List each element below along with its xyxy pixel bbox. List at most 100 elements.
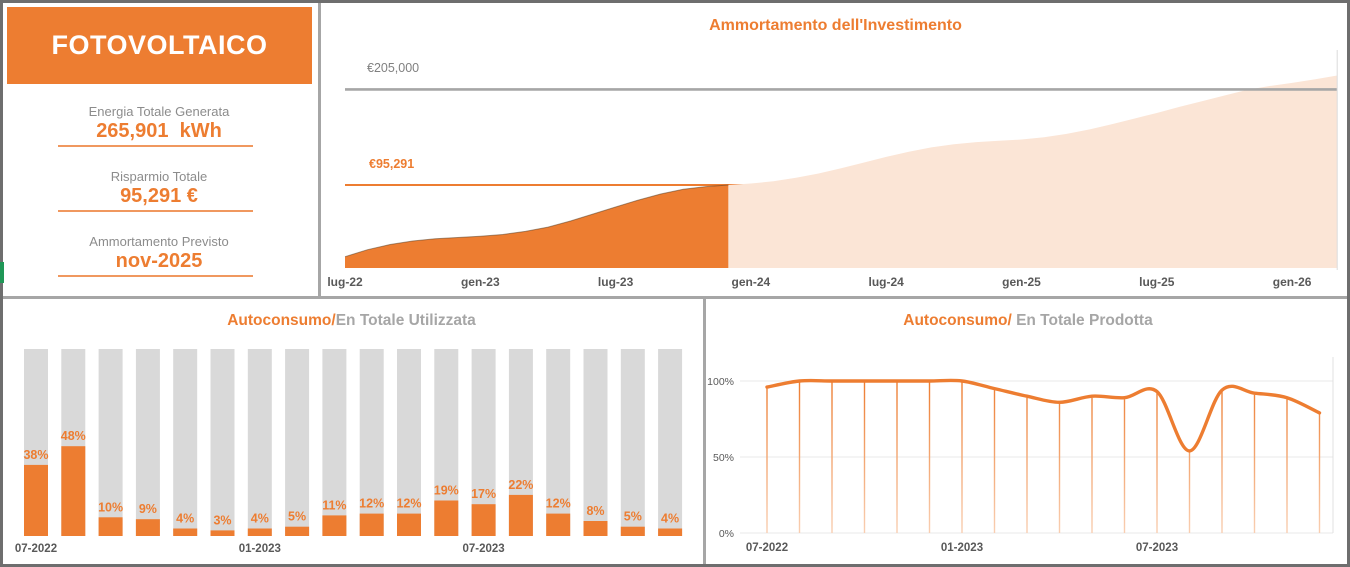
autoconsumo-bar-segment: [546, 513, 571, 536]
bar-value-label: 19%: [434, 484, 459, 498]
total-energy-bar: [98, 349, 123, 536]
title-accent: Autoconsumo/: [903, 312, 1012, 329]
kpi-divider-rule: [58, 210, 253, 212]
x-axis-tick-label: gen-25: [1002, 275, 1041, 289]
total-energy-bar: [210, 349, 235, 536]
kpi-panel-header: FOTOVOLTAICO: [7, 7, 312, 84]
bar-value-label: 3%: [213, 513, 231, 527]
autoconsumo-bar-segment: [173, 528, 198, 536]
title-rest: En Totale Utilizzata: [335, 312, 476, 329]
kpi-payback-label: Ammortamento Previsto: [89, 234, 229, 249]
bar-value-label: 12%: [359, 497, 384, 511]
total-energy-bar: [359, 349, 384, 536]
ammortamento-chart-title: Ammortamento dell'Investimento: [709, 17, 962, 34]
autoconsumo-bar-segment: [24, 464, 48, 536]
title-rest: En Totale Prodotta: [1011, 312, 1153, 329]
x-axis-tick-label: 07-2022: [15, 543, 57, 555]
bar-value-label: 12%: [546, 497, 571, 511]
savings-threshold-label: €95,291: [369, 157, 415, 171]
bar-value-label: 5%: [288, 510, 306, 524]
total-energy-bar: [135, 349, 160, 536]
y-axis-tick-label: 100%: [707, 376, 734, 388]
total-energy-bar: [658, 349, 683, 536]
kpi-savings-label: Risparmio Totale: [110, 169, 208, 184]
bar-value-label: 48%: [61, 429, 86, 443]
bar-value-label: 11%: [322, 498, 346, 512]
x-axis-tick-label: 01-2023: [941, 542, 983, 554]
x-axis-tick-label: lug-25: [1139, 275, 1175, 289]
autoconsumo-utilizzata-title: Autoconsumo/En Totale Utilizzata: [0, 312, 703, 330]
investment-threshold-label: €205,000: [367, 61, 420, 75]
ammortamento-chart-panel: lug-22 gen-23 lug-23 gen-24 lug-24 gen-25 lug-…: [321, 0, 1350, 296]
bar-value-label: 9%: [139, 502, 157, 516]
kpi-panel: FOTOVOLTAICO Energia Totale Generata 265…: [0, 0, 318, 296]
x-axis-tick-label: gen-26: [1273, 275, 1312, 289]
x-axis-tick-label: 07-2022: [746, 542, 788, 554]
ammortamento-area-chart[interactable]: lug-22 gen-23 lug-23 gen-24 lug-24 gen-25 lug-…: [321, 0, 1350, 296]
total-energy-bar: [285, 349, 310, 536]
total-energy-bar: [620, 349, 645, 536]
horizontal-panel-divider: [0, 296, 1350, 299]
autoconsumo-bar-segment: [98, 517, 123, 536]
x-axis-tick-label: gen-23: [461, 275, 500, 289]
autoconsumo-ratio-line: [765, 378, 1322, 453]
x-axis-tick-label: lug-24: [869, 275, 905, 289]
autoconsumo-bar-segment: [434, 500, 459, 536]
autoconsumo-prodotta-title: Autoconsumo/ En Totale Prodotta: [706, 312, 1350, 330]
kpi-divider-rule: [58, 275, 253, 277]
autoconsumo-bar-segment: [583, 521, 608, 536]
autoconsumo-bar-segment: [471, 504, 496, 536]
autoconsumo-bar-segment: [285, 526, 310, 536]
total-energy-bar: [583, 349, 608, 536]
total-energy-bar: [322, 349, 347, 536]
background-cell-sliver: [0, 262, 4, 283]
actual-area-outline: [344, 184, 729, 258]
autoconsumo-bar-segment: [135, 519, 160, 536]
bar-value-label: 10%: [98, 500, 123, 514]
autoconsumo-bar-segment: [322, 515, 347, 536]
autoconsumo-bar-segment: [61, 446, 86, 536]
autoconsumo-bar-segment: [210, 530, 235, 536]
bar-value-label: 17%: [471, 487, 496, 501]
bar-value-label: 38%: [23, 448, 48, 462]
kpi-payback-value: nov-2025: [115, 250, 203, 272]
x-axis-tick-label: lug-23: [598, 275, 634, 289]
kpi-energy-value: 265,901 kWh: [96, 120, 222, 142]
total-energy-bar: [397, 349, 421, 536]
y-axis-tick-label: 50%: [713, 452, 734, 464]
projected-savings-area: [728, 75, 1338, 268]
total-energy-bar: [546, 349, 571, 536]
autoconsumo-prodotta-panel: 0% 50% 100% 07-2022 01-2023 07-2023 Autoconsu…: [706, 299, 1350, 567]
total-energy-bar: [173, 349, 198, 536]
actual-savings-area: [345, 185, 729, 268]
x-axis-tick-label: lug-22: [327, 275, 363, 289]
x-axis-tick-label: gen-24: [732, 275, 771, 289]
bar-value-label: 8%: [586, 504, 604, 518]
x-axis-tick-label: 07-2023: [1136, 542, 1178, 554]
autoconsumo-bar-segment: [658, 528, 683, 536]
autoconsumo-bar-segment: [359, 513, 384, 536]
dashboard-title: FOTOVOLTAICO: [51, 30, 268, 60]
kpi-divider-rule: [58, 145, 253, 147]
bar-value-label: 5%: [624, 510, 642, 524]
vertical-panel-divider-bottom: [703, 299, 706, 567]
autoconsumo-bar-segment: [620, 526, 645, 536]
title-accent: Autoconsumo/: [227, 312, 336, 329]
bar-value-label: 4%: [176, 512, 194, 526]
autoconsumo-bar-segment: [508, 494, 533, 536]
autoconsumo-bar-segment: [397, 513, 421, 536]
kpi-savings-value: 95,291 €: [120, 185, 198, 207]
total-energy-bar: [247, 349, 272, 536]
bar-value-label: 12%: [396, 497, 421, 511]
autoconsumo-utilizzata-panel: 38% 48% 10% 9% 4% 3% 4% 5% 11% 12% 12% 19% 17% 22% 12%…: [0, 299, 703, 567]
kpi-energy-label: Energia Totale Generata: [88, 104, 230, 119]
vertical-panel-divider-top: [318, 0, 321, 296]
bar-value-label: 4%: [251, 512, 269, 526]
bar-value-label: 22%: [508, 478, 533, 492]
y-axis-tick-label: 0%: [719, 528, 734, 540]
x-axis-tick-label: 01-2023: [239, 543, 281, 555]
autoconsumo-utilizzata-bar-chart[interactable]: 38% 48% 10% 9% 4% 3% 4% 5% 11% 12% 12% 19% 17% 22% 12%…: [0, 299, 703, 567]
x-axis-tick-label: 07-2023: [462, 543, 504, 555]
autoconsumo-prodotta-line-chart[interactable]: 0% 50% 100% 07-2022 01-2023 07-2023: [706, 299, 1350, 567]
